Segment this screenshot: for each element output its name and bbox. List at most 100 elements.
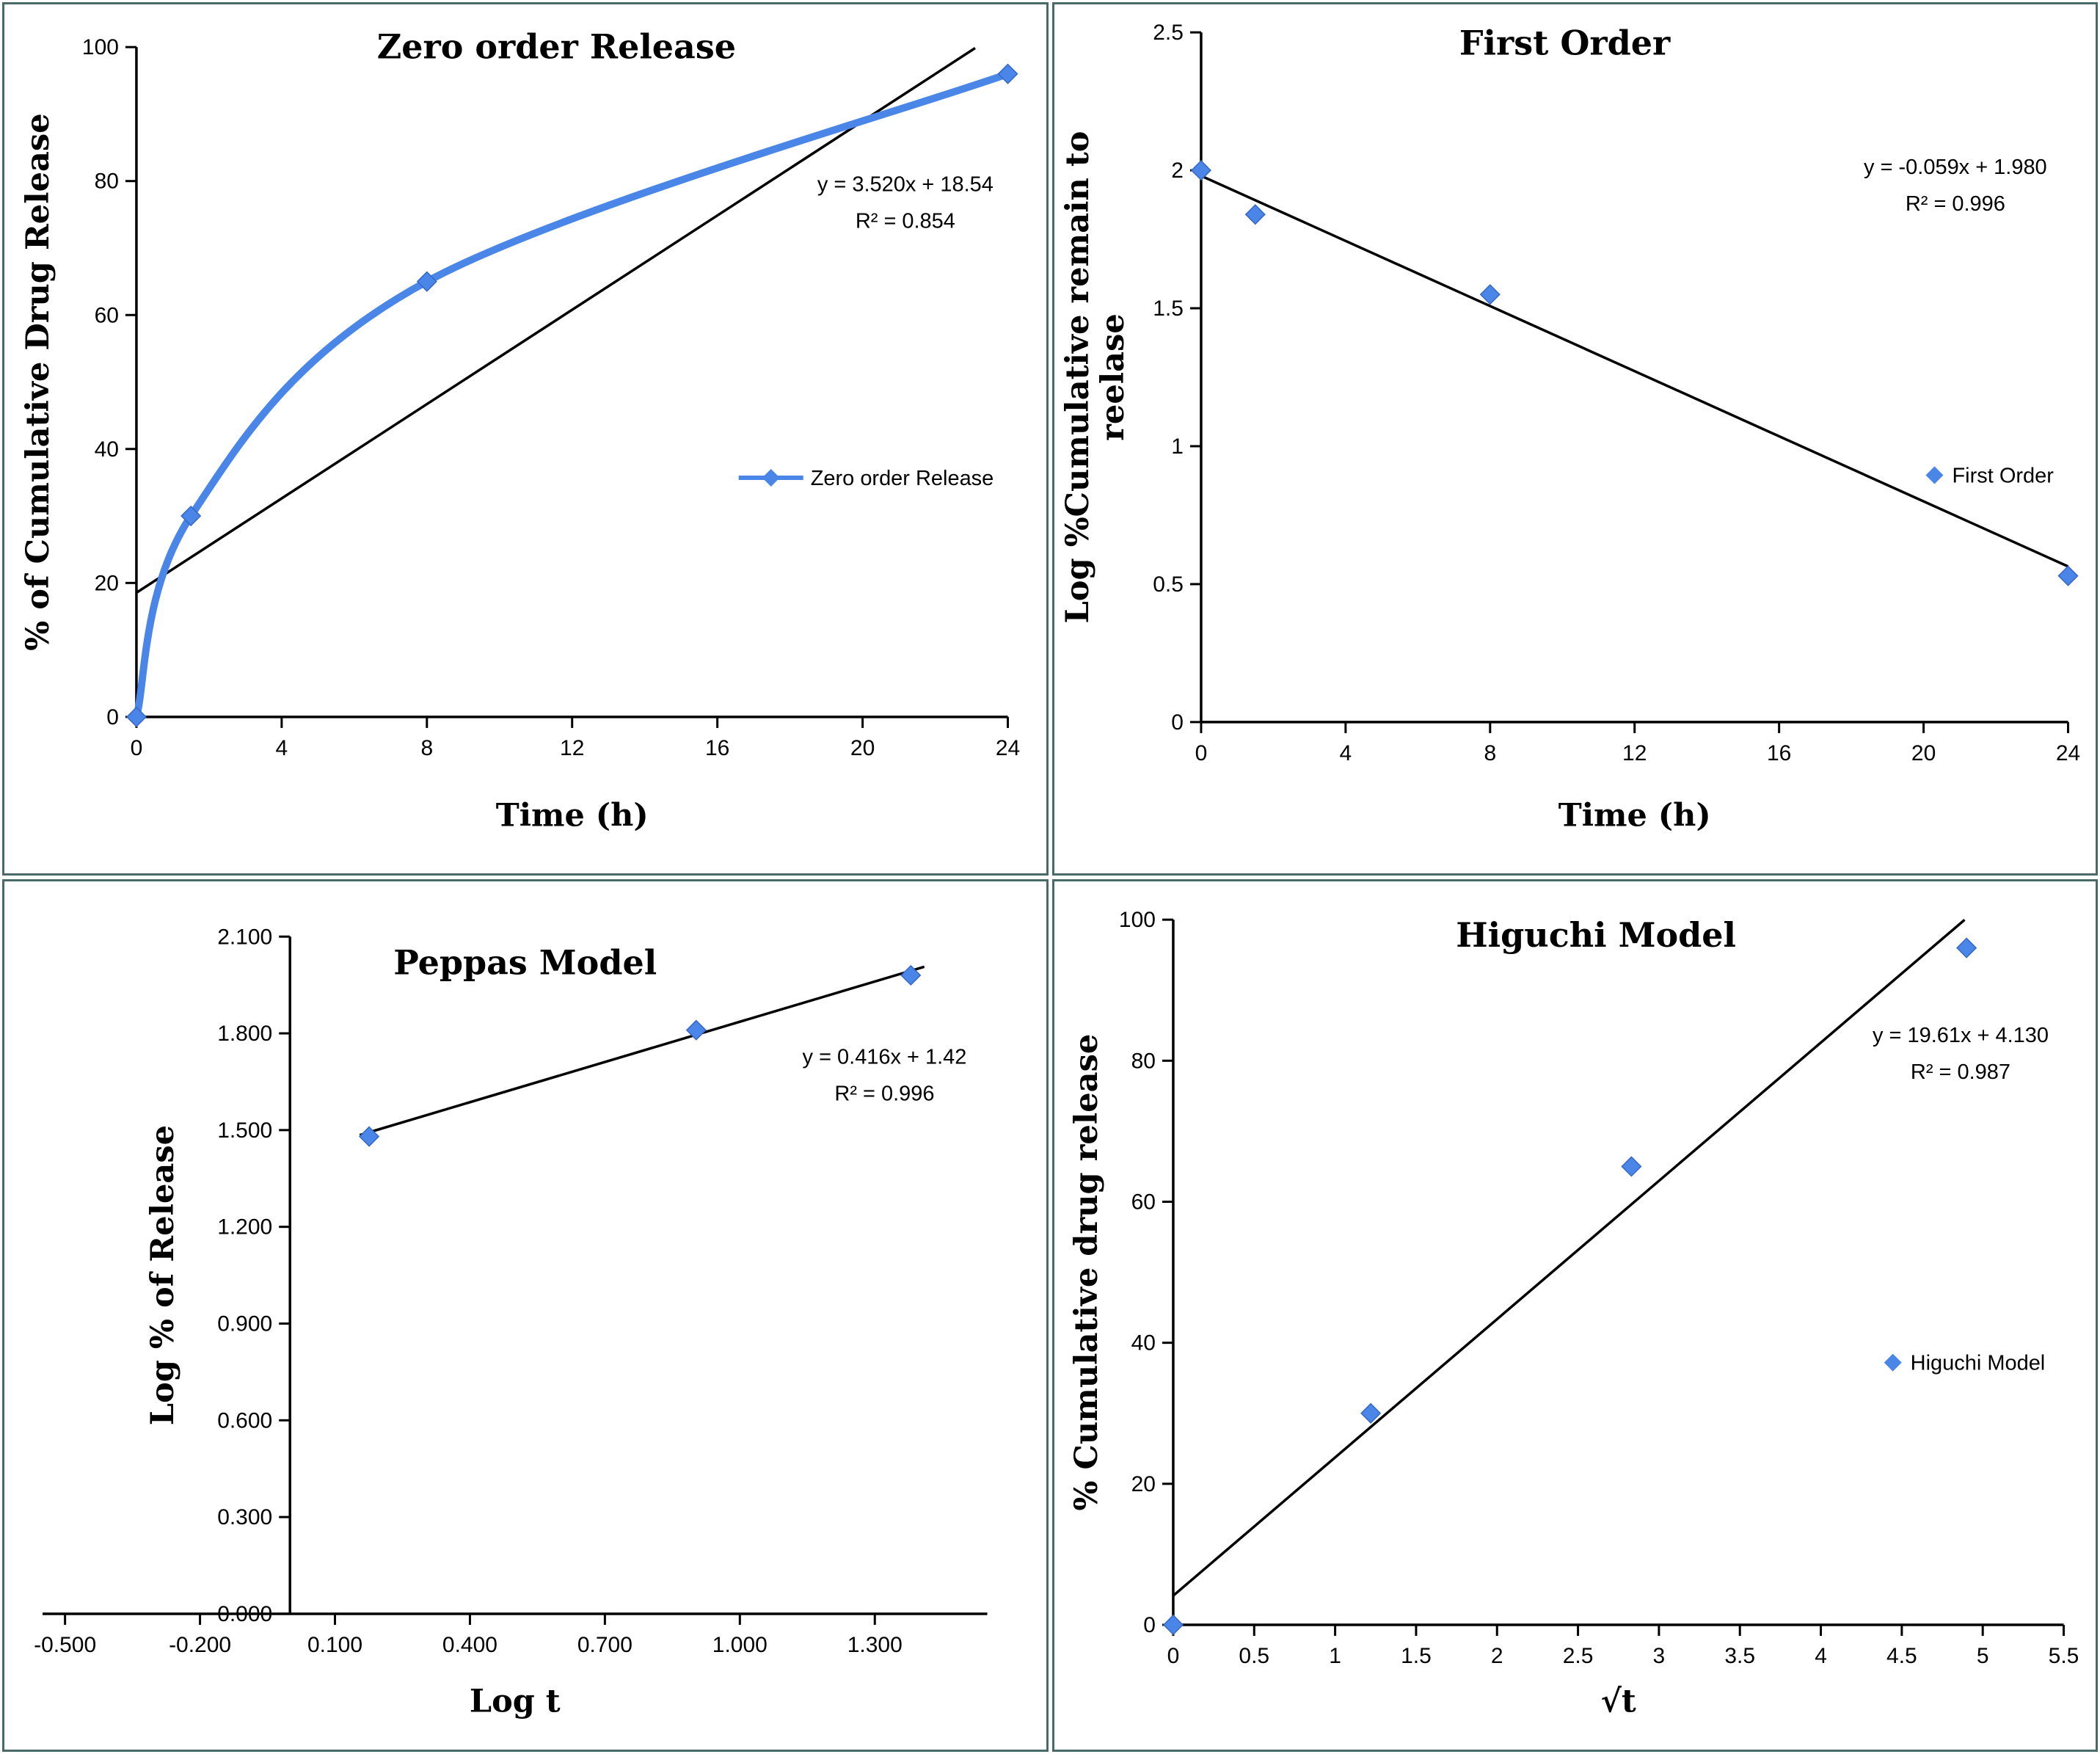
x-tick-label: 8 — [1484, 741, 1496, 765]
x-tick-label: 1.000 — [712, 1633, 768, 1657]
x-tick-label: 3.5 — [1724, 1644, 1755, 1668]
x-tick-label: 4 — [1339, 741, 1352, 765]
y-axis-title: Log %Cumulative remain to — [1060, 131, 1096, 623]
x-tick-label: 2 — [1490, 1644, 1503, 1668]
r-squared-label: R² = 0.996 — [834, 1082, 934, 1105]
panel-zero-order: 0 20 40 60 80 100 0 4 8 12 16 20 24 Zero order Releas… — [2, 2, 1049, 876]
x-tick-label: 20 — [850, 736, 875, 760]
r-squared-label: R² = 0.996 — [1905, 192, 2005, 216]
x-axis-title: Time (h) — [1558, 797, 1710, 834]
y-tick-label: 2.100 — [217, 925, 272, 949]
x-tick-label: 20 — [1911, 741, 1935, 765]
y-axis-title: reelase — [1095, 313, 1131, 441]
data-point-marker — [1955, 936, 1977, 958]
x-tick-label: 16 — [1766, 741, 1790, 765]
x-tick-label: 0.400 — [442, 1633, 497, 1657]
x-tick-label: 0 — [1195, 741, 1207, 765]
y-axis-title: % of Cumulative Drug Release — [20, 113, 56, 650]
x-tick-label: 1.5 — [1401, 1644, 1432, 1668]
higuchi-model-chart: 0 20 40 60 80 100 0 0.5 1 1.5 2 2.5 3 3.5 4 4.5 5 5.5 Higu… — [1068, 908, 2079, 1720]
y-tick-label: 0 — [1171, 710, 1184, 735]
y-tick-label: 80 — [95, 170, 119, 194]
x-tick-label: 1.300 — [847, 1633, 903, 1657]
data-point-marker — [1190, 159, 1211, 181]
y-tick-label: 20 — [1131, 1471, 1155, 1496]
x-tick-label: 0 — [1167, 1644, 1179, 1668]
x-tick-label: 2.5 — [1562, 1644, 1593, 1668]
legend-marker — [1925, 466, 1943, 484]
data-point-marker — [1244, 204, 1266, 225]
y-tick-label: 40 — [1131, 1331, 1155, 1355]
x-tick-label: 8 — [420, 736, 433, 760]
data-point-marker — [125, 706, 147, 727]
legend-marker — [1884, 1353, 1902, 1372]
chart-title: First Order — [1459, 23, 1670, 63]
equation-label: y = -0.059x + 1.980 — [1864, 156, 2047, 179]
data-point-marker — [416, 271, 437, 292]
legend-marker — [762, 468, 780, 487]
panel-higuchi-model: 0 20 40 60 80 100 0 0.5 1 1.5 2 2.5 3 3.5 4 4.5 5 5.5 Higu… — [1051, 878, 2098, 1752]
x-tick-label: 0.700 — [577, 1633, 632, 1657]
data-point-marker — [997, 63, 1018, 84]
y-tick-label: 0.300 — [217, 1505, 272, 1529]
y-tick-label: 0.5 — [1153, 572, 1184, 597]
y-tick-label: 0 — [1143, 1612, 1156, 1637]
legend-label: First Order — [1952, 464, 2054, 487]
x-tick-label: 16 — [705, 736, 729, 760]
series-curve — [132, 70, 1012, 721]
y-tick-label: 60 — [95, 303, 119, 327]
chart-title: Peppas Model — [393, 942, 657, 982]
y-tick-label: 0 — [106, 705, 119, 729]
y-tick-label: 100 — [82, 35, 119, 59]
y-tick-label: 0.000 — [217, 1601, 272, 1626]
x-tick-label: 5 — [1976, 1644, 1988, 1668]
y-axis-title: Log % of Release — [145, 1124, 181, 1424]
data-point-marker — [181, 505, 202, 527]
x-tick-label: 0 — [131, 736, 143, 760]
chart-title: Zero order Release — [377, 26, 736, 66]
x-tick-label: 1 — [1329, 1644, 1341, 1668]
x-tick-label: 3 — [1652, 1644, 1665, 1668]
peppas-model-chart: 0.000 0.300 0.600 0.900 1.200 1.500 1.800 2.100… — [34, 925, 988, 1720]
y-tick-label: 60 — [1131, 1190, 1155, 1214]
x-tick-label: 24 — [996, 736, 1020, 760]
x-tick-label: 0.100 — [307, 1633, 362, 1657]
y-tick-label: 2.5 — [1153, 21, 1184, 45]
data-point-marker — [1162, 1614, 1184, 1635]
y-tick-label: 1.5 — [1153, 296, 1184, 321]
y-tick-label: 100 — [1118, 908, 1155, 932]
first-order-chart: 0 0.5 1 1.5 2 2.5 0 4 8 12 16 20 24 First Order y = -0… — [1060, 21, 2080, 834]
r-squared-label: R² = 0.854 — [856, 210, 955, 233]
data-point-marker — [2057, 565, 2079, 586]
equation-label: y = 19.61x + 4.130 — [1872, 1023, 2048, 1047]
x-axis-title: √t — [1600, 1683, 1636, 1720]
x-tick-label: 4 — [1815, 1644, 1827, 1668]
x-tick-label: -0.200 — [169, 1633, 231, 1657]
chart-title: Higuchi Model — [1456, 914, 1736, 954]
y-tick-label: 20 — [95, 571, 119, 595]
equation-label: y = 0.416x + 1.42 — [803, 1045, 967, 1069]
y-tick-label: 2 — [1171, 159, 1184, 183]
data-point-marker — [1620, 1155, 1641, 1177]
x-tick-label: -0.500 — [34, 1633, 96, 1657]
x-axis-title: Time (h) — [496, 797, 649, 834]
y-tick-label: 1.800 — [217, 1022, 272, 1046]
x-tick-label: 4 — [276, 736, 288, 760]
trendline — [135, 47, 976, 594]
y-tick-label: 1.500 — [217, 1118, 272, 1142]
x-tick-label: 0.5 — [1239, 1644, 1269, 1668]
y-tick-label: 0.900 — [217, 1311, 272, 1336]
x-tick-label: 12 — [560, 736, 584, 760]
y-tick-label: 80 — [1131, 1049, 1155, 1073]
r-squared-label: R² = 0.987 — [1910, 1060, 2010, 1084]
x-tick-label: 4.5 — [1886, 1644, 1917, 1668]
y-axis-title: % Cumulative drug release — [1068, 1033, 1105, 1510]
legend-label: Zero order Release — [811, 467, 994, 490]
x-tick-label: 24 — [2055, 741, 2079, 765]
zero-order-chart: 0 20 40 60 80 100 0 4 8 12 16 20 24 Zero order Releas… — [20, 26, 1020, 834]
data-point-marker — [900, 964, 922, 986]
legend-label: Higuchi Model — [1910, 1351, 2045, 1375]
trendline — [1200, 174, 2068, 568]
data-point-marker — [359, 1126, 380, 1147]
